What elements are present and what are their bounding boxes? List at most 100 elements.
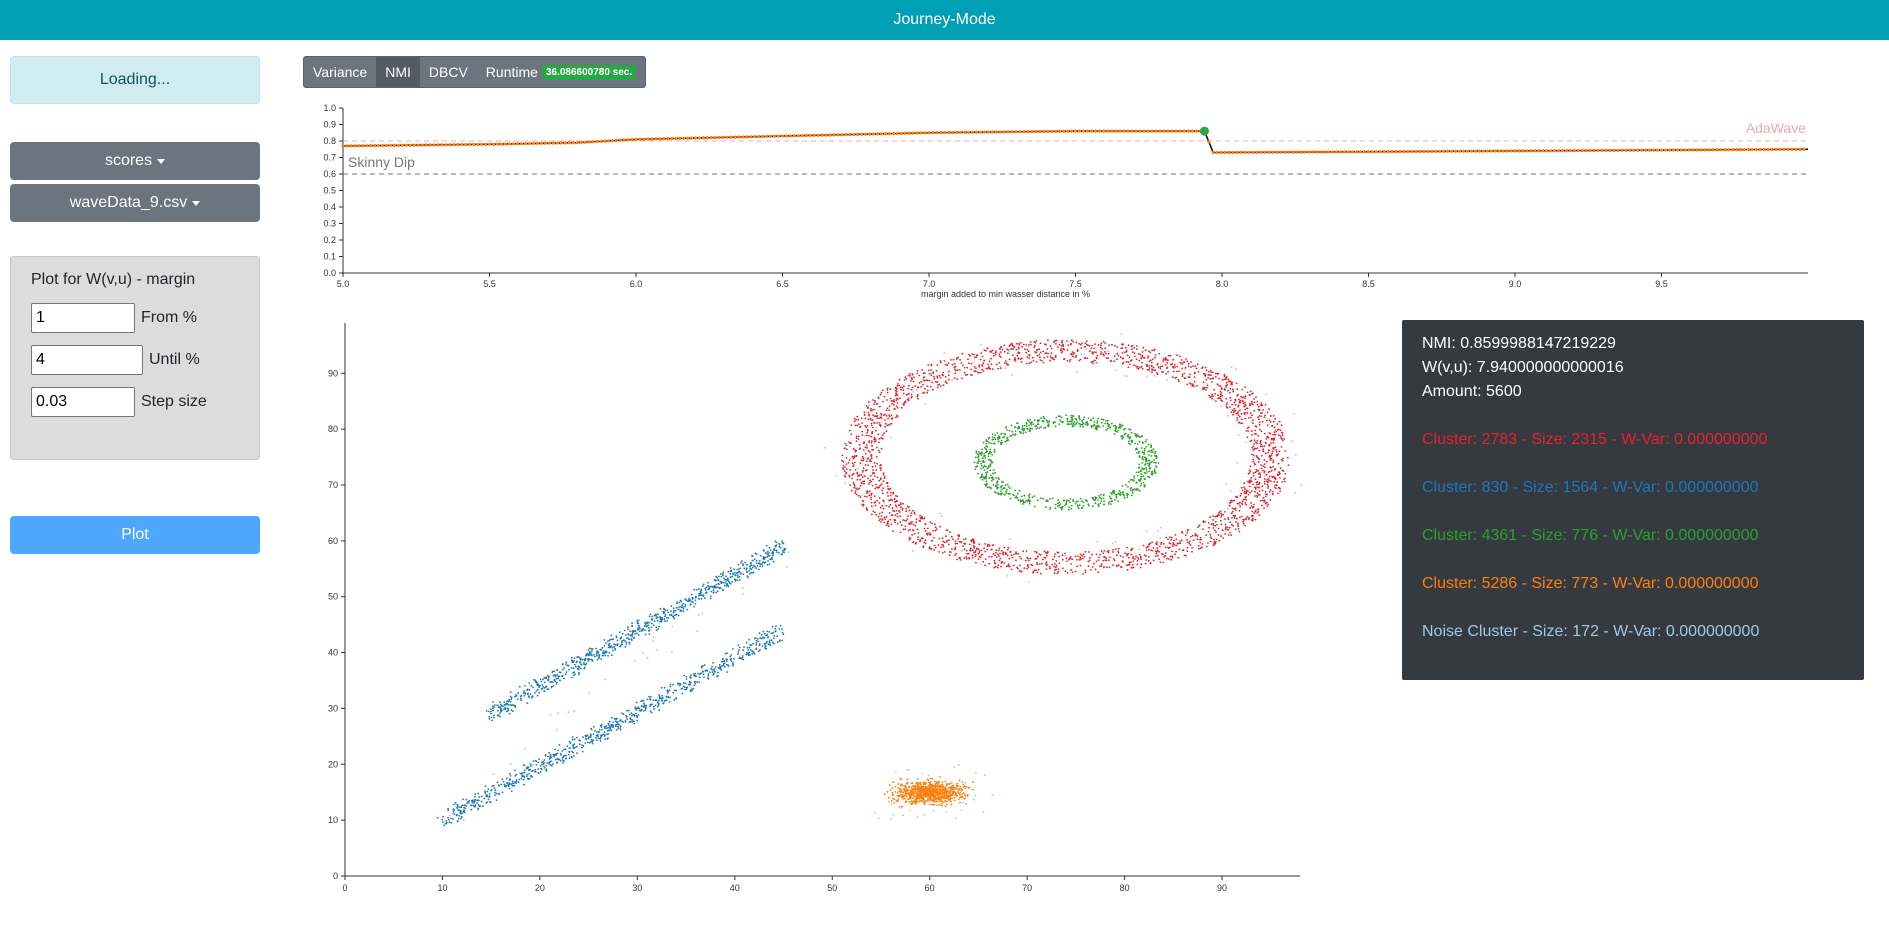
scatter-point xyxy=(703,664,706,666)
scatter-point xyxy=(772,637,775,639)
scatter-point xyxy=(637,627,640,630)
from-input[interactable] xyxy=(31,303,135,333)
tab-nmi[interactable]: NMI xyxy=(376,57,420,87)
scatter-point xyxy=(781,553,784,556)
scatter-point xyxy=(1141,467,1143,469)
scatter-point xyxy=(1241,396,1244,399)
data-point xyxy=(1358,150,1363,154)
scatter-point xyxy=(872,414,874,416)
scatter-point xyxy=(1142,468,1145,471)
scatter-point xyxy=(525,767,528,769)
scatter-point xyxy=(1186,532,1189,534)
scatter-point xyxy=(558,675,561,678)
scatter-point xyxy=(955,369,957,372)
scores-dropdown-button[interactable]: scores xyxy=(10,142,260,180)
scatter-point xyxy=(886,399,888,401)
until-input[interactable] xyxy=(31,345,143,375)
scatter-point xyxy=(1127,366,1130,369)
scatter-point xyxy=(618,631,621,634)
scatter-point xyxy=(1030,361,1033,364)
scatter-point xyxy=(722,658,724,661)
scatter-point xyxy=(1125,492,1128,495)
data-point xyxy=(499,142,504,146)
scatter-point xyxy=(734,574,737,577)
tab-variance[interactable]: Variance xyxy=(304,57,376,87)
scatter-point xyxy=(543,765,545,768)
tab-dbcv[interactable]: DBCV xyxy=(420,57,477,87)
scatter-point xyxy=(587,649,590,651)
scatter-point xyxy=(1173,544,1176,546)
scatter-point xyxy=(656,705,659,708)
scatter-point xyxy=(881,434,884,437)
scatter-point xyxy=(1117,427,1120,429)
scatter-point xyxy=(863,442,865,445)
scatter-point xyxy=(689,676,691,679)
scatter-point xyxy=(447,807,449,810)
scatter-point xyxy=(887,495,889,497)
scatter-point xyxy=(1025,344,1028,346)
scatter-point xyxy=(1262,469,1264,472)
scatter-point xyxy=(582,736,584,739)
scatter-point xyxy=(1065,557,1068,560)
scatter-point xyxy=(1233,517,1236,519)
scatter-point xyxy=(997,367,999,370)
until-label: Until % xyxy=(149,351,200,368)
scatter-point xyxy=(869,417,872,420)
scatter-point xyxy=(782,549,784,552)
scatter-point xyxy=(889,503,892,506)
scatter-point xyxy=(661,697,664,699)
scatter-point xyxy=(1200,538,1203,541)
data-point xyxy=(384,143,389,148)
scatter-point xyxy=(515,782,518,784)
scatter-point xyxy=(1122,361,1125,364)
scatter-point xyxy=(515,780,518,783)
plot-button[interactable]: Plot xyxy=(10,516,260,554)
scatter-point xyxy=(982,560,985,563)
scatter-point xyxy=(891,507,894,509)
scatter-point xyxy=(607,733,610,735)
dataset-dropdown-button[interactable]: waveData_9.csv xyxy=(10,184,260,222)
scatter-point xyxy=(916,372,918,375)
scatter-point xyxy=(1087,565,1090,568)
step-input[interactable] xyxy=(31,387,135,417)
tab-label: Runtime xyxy=(485,64,538,80)
scatter-point xyxy=(1076,504,1079,507)
scatter-point xyxy=(593,655,596,658)
scatter-point xyxy=(1250,439,1253,442)
scatter-point xyxy=(665,696,668,698)
scatter-point xyxy=(539,771,542,773)
scatter-point xyxy=(654,699,657,702)
scatter-point xyxy=(1189,535,1192,538)
data-point xyxy=(1382,150,1386,154)
x-tick-label: 50 xyxy=(827,883,837,893)
scatter-point xyxy=(609,728,612,730)
scatter-point xyxy=(677,682,679,685)
scatter-point xyxy=(1143,449,1146,452)
data-point xyxy=(603,139,607,143)
scatter-point xyxy=(1036,561,1038,564)
scatter-point xyxy=(886,389,889,391)
scatter-point xyxy=(954,546,957,549)
scatter-point xyxy=(1211,381,1213,383)
scatter-point xyxy=(1023,494,1026,497)
scatter-point xyxy=(1248,516,1250,519)
scatter-point xyxy=(1217,513,1220,515)
scatter-point xyxy=(596,658,599,661)
scatter-point xyxy=(648,615,651,618)
scatter-point xyxy=(870,455,873,458)
scatter-point xyxy=(1107,352,1110,355)
scatter-point xyxy=(1083,416,1085,419)
scatter-point xyxy=(1045,562,1047,565)
scatter-point xyxy=(1205,379,1208,381)
scatter-point xyxy=(601,729,603,731)
data-point xyxy=(642,137,646,141)
scatter-point xyxy=(769,644,771,646)
scatter-point xyxy=(590,653,593,656)
tab-runtime[interactable]: Runtime 36.086600780 sec. xyxy=(477,57,645,87)
scatter-point xyxy=(497,706,500,709)
data-point xyxy=(527,141,532,146)
scatter-point xyxy=(892,492,895,495)
scatter-point xyxy=(1084,550,1087,553)
data-point xyxy=(1030,129,1034,134)
data-point xyxy=(1090,129,1094,133)
